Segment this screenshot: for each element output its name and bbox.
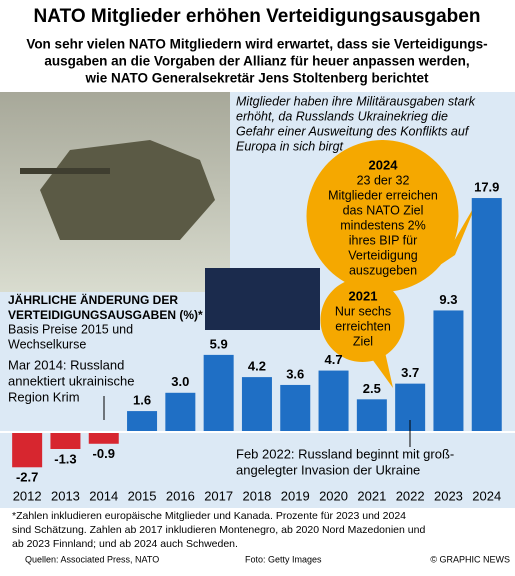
x-tick-label: 2020 — [319, 488, 348, 503]
footnote-box — [0, 508, 515, 552]
x-tick-label: 2021 — [357, 488, 386, 503]
footnote: sind Schätzung. Zahlen ab 2017 inkludier… — [12, 524, 425, 536]
title: NATO Mitglieder erhöhen Verteidigungsaus… — [34, 6, 481, 27]
source: Quellen: Associated Press, NATO — [25, 554, 159, 564]
bar — [12, 432, 43, 468]
subtitle: ausgaben an die Vorgaben der Allianz für… — [44, 54, 469, 69]
chart-label: VERTEIDIGUNGSAUSGABEN (%)* — [8, 308, 203, 322]
value-label: 17.9 — [474, 179, 499, 194]
x-tick-label: 2014 — [89, 488, 118, 503]
bubble-text: Verteidigung — [348, 248, 418, 262]
bubble-text: auszugeben — [349, 263, 417, 277]
x-tick-label: 2018 — [242, 488, 271, 503]
nato-sign — [205, 268, 320, 330]
bar — [203, 354, 234, 432]
bubble-text: 23 der 32 — [357, 173, 410, 187]
value-label: 9.3 — [439, 292, 457, 307]
annotation: Region Krim — [8, 389, 80, 404]
annotation: angelegter Invasion der Ukraine — [236, 462, 420, 477]
copyright: © GRAPHIC NEWS — [430, 554, 510, 564]
bar — [433, 310, 464, 432]
bar — [356, 399, 387, 432]
value-label: 4.7 — [325, 352, 343, 367]
subtitle: Von sehr vielen NATO Mitgliedern wird er… — [26, 37, 487, 52]
x-tick-label: 2024 — [472, 488, 501, 503]
x-tick-label: 2019 — [281, 488, 310, 503]
value-label: 5.9 — [210, 336, 228, 351]
bubble-text: ihres BIP für — [349, 233, 418, 247]
bar — [241, 377, 272, 432]
x-tick-label: 2022 — [396, 488, 425, 503]
chart-sublabel: Basis Preise 2015 und — [8, 322, 133, 336]
value-label: -0.9 — [93, 446, 115, 461]
photo-tank — [40, 140, 215, 240]
photo-credit: Foto: Getty Images — [245, 554, 322, 564]
bar — [165, 392, 196, 432]
photo-caption: Europa in sich birgt — [236, 139, 344, 153]
bubble-text: Mitglieder erreichen — [328, 188, 438, 202]
bar — [471, 198, 502, 432]
bubble-text: Ziel — [353, 334, 373, 348]
value-label: 3.0 — [171, 374, 189, 389]
bar — [88, 432, 119, 444]
footnote: ab 2023 Finnland; und ab 2024 auch Schwe… — [12, 538, 238, 550]
bubble-text: mindestens 2% — [340, 218, 425, 232]
bar — [50, 432, 81, 449]
x-tick-label: 2023 — [434, 488, 463, 503]
bubble-text: erreichten — [335, 319, 391, 333]
bubble — [320, 278, 405, 388]
annotation: Feb 2022: Russland beginnt mit groß- — [236, 446, 454, 461]
value-label: 2.5 — [363, 381, 381, 396]
x-tick-label: 2017 — [204, 488, 233, 503]
value-label: 1.6 — [133, 393, 151, 408]
zero-line — [0, 431, 515, 433]
bubble-text: das NATO Ziel — [343, 203, 424, 217]
x-tick-label: 2016 — [166, 488, 195, 503]
footnote: *Zahlen inkludieren europäische Mitglied… — [12, 510, 406, 522]
value-label: -2.7 — [16, 470, 38, 485]
annotation: Mar 2014: Russland — [8, 357, 124, 372]
bar — [318, 370, 349, 432]
chart-sublabel: Wechselkurse — [8, 337, 86, 351]
x-tick-label: 2012 — [13, 488, 42, 503]
photo-gun — [20, 168, 110, 174]
bubble-heading: 2021 — [349, 288, 378, 303]
photo-caption: erhöht, da Russlands Ukrainekrieg die — [236, 109, 448, 123]
value-label: 3.7 — [401, 365, 419, 380]
value-label: -1.3 — [54, 451, 76, 466]
bar — [280, 384, 311, 432]
photo-caption: Mitglieder haben ihre Militärausgaben st… — [236, 94, 476, 108]
x-tick-label: 2015 — [128, 488, 157, 503]
value-label: 4.2 — [248, 359, 266, 374]
photo-caption: Gefahr einer Ausweitung des Konflikts au… — [236, 124, 470, 138]
bubble-text: Nur sechs — [335, 304, 391, 318]
subtitle: wie NATO Generalsekretär Jens Stoltenber… — [84, 71, 429, 86]
x-tick-label: 2013 — [51, 488, 80, 503]
annotation: annektiert ukrainische — [8, 373, 134, 388]
value-label: 3.6 — [286, 366, 304, 381]
bar — [127, 411, 158, 432]
bubble — [306, 140, 478, 292]
bubble-heading: 2024 — [369, 157, 399, 172]
chart-label: JÄHRLICHE ÄNDERUNG DER — [8, 292, 178, 307]
